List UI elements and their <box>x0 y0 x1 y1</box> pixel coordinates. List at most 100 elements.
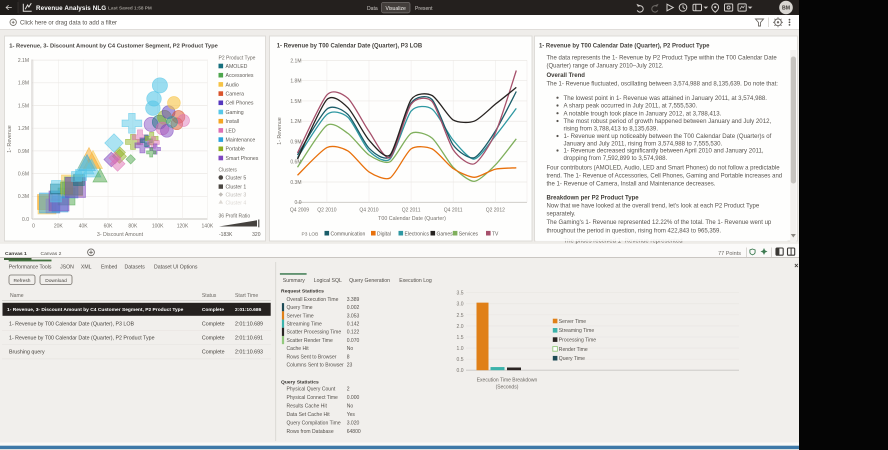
svg-text:The data represents the 1- Rev: The data represents the 1- Revenue by P2… <box>547 55 778 61</box>
svg-text:Q2 2011: Q2 2011 <box>402 208 421 214</box>
svg-text:AMOLED: AMOLED <box>226 64 248 70</box>
svg-text:1- Revenue by T00 Calendar Dat: 1- Revenue by T00 Calendar Date (Quarter… <box>539 44 710 50</box>
svg-text:Refresh: Refresh <box>14 278 31 284</box>
svg-text:dropping from 7,592,899 to 3,5: dropping from 7,592,899 to 3,574,988. <box>564 155 668 162</box>
svg-text:Status: Status <box>202 293 217 299</box>
svg-text:1- Revenue, 3- Discount Amount: 1- Revenue, 3- Discount Amount by C4 Cus… <box>9 44 218 50</box>
svg-text:36 Profit Ratio: 36 Profit Ratio <box>219 214 251 220</box>
svg-text:Server Time: Server Time <box>559 319 586 325</box>
svg-text:Q4 2010: Q4 2010 <box>359 208 378 214</box>
svg-text:60K: 60K <box>104 223 114 229</box>
svg-text:40K: 40K <box>79 223 89 229</box>
svg-text:2:01:10.693: 2:01:10.693 <box>235 350 263 356</box>
svg-text:1.0: 1.0 <box>457 346 464 352</box>
svg-text:80K: 80K <box>128 223 138 229</box>
svg-text:Communication: Communication <box>331 231 366 237</box>
svg-text:TV: TV <box>492 231 499 237</box>
svg-text:Start Time: Start Time <box>235 293 258 299</box>
svg-text:1- Revenue by T00 Calendar Dat: 1- Revenue by T00 Calendar Date (Quarter… <box>9 336 155 342</box>
svg-text:XML: XML <box>81 265 92 271</box>
svg-text:Physical Query Count: Physical Query Count <box>287 387 336 393</box>
svg-text:2.0: 2.0 <box>457 324 464 330</box>
svg-text:1.5M: 1.5M <box>290 99 301 105</box>
svg-text:Data Set Cache Hit: Data Set Cache Hit <box>287 412 331 418</box>
svg-text:Execution Time Breakdown: Execution Time Breakdown <box>477 378 538 384</box>
svg-text:20K: 20K <box>54 223 64 229</box>
svg-text:(Quarter) range of January 201: (Quarter) range of January 2010–July 201… <box>547 64 664 70</box>
svg-text:Streaming Time: Streaming Time <box>287 322 323 328</box>
svg-text:No: No <box>347 404 354 410</box>
svg-text:Present: Present <box>415 6 433 12</box>
svg-text:A sharp peak occurred in July: A sharp peak occurred in July 2011, at 7… <box>564 103 698 110</box>
svg-text:2.5: 2.5 <box>457 313 464 319</box>
svg-text:Q2 2010: Q2 2010 <box>317 208 336 214</box>
svg-text:0.5: 0.5 <box>457 357 464 363</box>
svg-text:Audio: Audio <box>226 82 239 88</box>
svg-text:Request Statistics: Request Statistics <box>281 288 324 294</box>
svg-text:3.5: 3.5 <box>457 291 464 297</box>
svg-text:Cluster 3: Cluster 3 <box>226 192 247 198</box>
svg-text:Cell Phones: Cell Phones <box>226 101 254 107</box>
svg-text:Rows from Database: Rows from Database <box>287 429 334 435</box>
svg-text:Last Saved 1:58 PM: Last Saved 1:58 PM <box>108 5 152 10</box>
svg-text:separately.: separately. <box>547 212 576 218</box>
svg-text:Smart Phones: Smart Phones <box>226 156 259 162</box>
svg-text:rising from 3,788,413 to 8,135: rising from 3,788,413 to 8,135,639. <box>564 126 659 133</box>
svg-text:Logical SQL: Logical SQL <box>314 278 342 284</box>
svg-text:Overall Trend: Overall Trend <box>547 73 586 79</box>
svg-text:1.5M: 1.5M <box>18 103 29 109</box>
svg-text:1- Revenue went up noticeably: 1- Revenue went up noticeably between th… <box>564 133 772 140</box>
svg-text:1- Revenue: 1- Revenue <box>7 125 13 152</box>
svg-text:Rows Sent to Browser: Rows Sent to Browser <box>287 354 337 360</box>
svg-text:23: 23 <box>347 363 353 369</box>
svg-text:2.1M: 2.1M <box>18 58 29 64</box>
svg-text:Cache Hit: Cache Hit <box>287 346 310 352</box>
svg-text:Canvas 2: Canvas 2 <box>41 251 62 257</box>
svg-text:the 1- Revenue of Camera, Inst: the 1- Revenue of Camera, Install and Ma… <box>547 181 716 187</box>
svg-text:Download: Download <box>45 278 67 284</box>
svg-text:100K: 100K <box>152 223 164 229</box>
svg-text:1- Revenue, 3- Discount Amount: 1- Revenue, 3- Discount Amount by C4 Cus… <box>7 307 184 313</box>
svg-text:64800: 64800 <box>347 429 361 435</box>
svg-text:(Seconds): (Seconds) <box>496 385 519 391</box>
svg-text:0.3M: 0.3M <box>290 180 301 186</box>
svg-text:Install: Install <box>226 119 240 125</box>
svg-text:320: 320 <box>252 232 261 238</box>
svg-text:0.0: 0.0 <box>22 217 29 223</box>
svg-text:Cluster 5: Cluster 5 <box>226 175 247 181</box>
svg-text:3- Discount Amount: 3- Discount Amount <box>97 232 144 238</box>
svg-text:0.0: 0.0 <box>457 368 464 374</box>
svg-text:Name: Name <box>10 293 24 299</box>
svg-text:Scatter Render Time: Scatter Render Time <box>287 338 333 344</box>
svg-text:Physical Connect Time: Physical Connect Time <box>287 395 339 401</box>
svg-text:Performance Tools: Performance Tools <box>9 265 52 271</box>
svg-text:The most robust period of grow: The most robust period of growth happene… <box>564 118 772 125</box>
svg-text:JSON: JSON <box>60 265 74 271</box>
svg-text:Breakdown per P2 Product Type: Breakdown per P2 Product Type <box>547 195 640 201</box>
svg-text:1.5: 1.5 <box>457 335 464 341</box>
svg-text:1- Revenue by T00 Calendar Dat: 1- Revenue by T00 Calendar Date (Quarter… <box>9 321 134 327</box>
svg-text:3.020: 3.020 <box>347 420 360 426</box>
svg-text:Q2 2012: Q2 2012 <box>486 208 505 214</box>
svg-text:No: No <box>347 346 354 352</box>
svg-text:Complete: Complete <box>202 307 225 313</box>
svg-text:Overall Execution Time: Overall Execution Time <box>287 297 339 303</box>
svg-text:2: 2 <box>347 387 350 393</box>
svg-text:Results Cache Hit: Results Cache Hit <box>287 404 328 410</box>
svg-text:0.3M: 0.3M <box>18 194 29 200</box>
svg-text:P3 LOB: P3 LOB <box>302 231 319 237</box>
svg-text:2:01:10.686: 2:01:10.686 <box>235 307 262 313</box>
svg-text:Services: Services <box>459 231 479 237</box>
svg-text:0.0: 0.0 <box>295 200 302 206</box>
svg-text:Cluster 1: Cluster 1 <box>226 185 247 191</box>
svg-text:Data: Data <box>367 6 378 12</box>
svg-text:January and July 2011, rising: January and July 2011, rising from 3,574… <box>564 140 723 147</box>
svg-text:Gaming: Gaming <box>226 110 244 116</box>
svg-text:Q4 2009: Q4 2009 <box>290 208 309 214</box>
svg-text:Summary: Summary <box>283 278 305 284</box>
svg-text:0.000: 0.000 <box>347 395 360 401</box>
svg-text:3.0: 3.0 <box>457 302 464 308</box>
svg-text:1.2M: 1.2M <box>18 126 29 132</box>
svg-text:0.6M: 0.6M <box>290 160 301 166</box>
svg-text:1.8M: 1.8M <box>290 79 301 85</box>
